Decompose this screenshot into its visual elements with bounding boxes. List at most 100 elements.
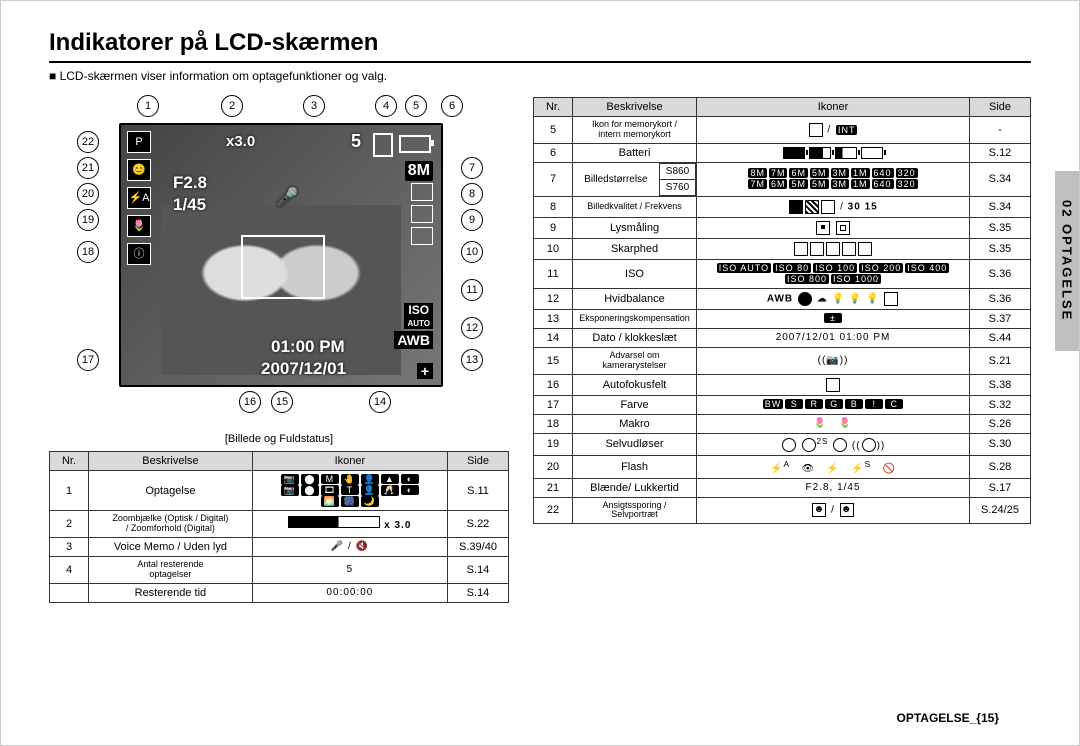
sharpness-icon	[411, 227, 433, 245]
lcd-awb: AWB	[394, 331, 433, 349]
cell-icons: ⚡A 👁 ⚡ ⚡S 🚫	[697, 456, 970, 478]
callout-4: 4	[375, 95, 397, 117]
table-row: 19Selvudløser 2S (())S.30	[534, 433, 1031, 456]
table-row: 8Billedkvalitet / Frekvens / 30 15S.34	[534, 196, 1031, 217]
lcd-screen: P 😊 ⚡A 🌷 ⓘ x3.0 F2.8 1/45 🎤 5 8M	[119, 123, 443, 387]
callout-20: 20	[77, 183, 99, 205]
cell-side: S.24/25	[970, 497, 1031, 524]
cell-desc: Skarphed	[573, 238, 697, 259]
cell-nr: 15	[534, 347, 573, 374]
th-nr: Nr.	[534, 98, 573, 117]
callout-15: 15	[271, 391, 293, 413]
callout-10: 10	[461, 241, 483, 263]
table-row: 12HvidbalanceAWB ☁ 💡 💡 💡 S.36	[534, 288, 1031, 309]
cell-side: S.34	[970, 196, 1031, 217]
table-row: 3Voice Memo / Uden lyd🎤 / 🔇S.39/40	[50, 537, 509, 556]
table-row: 14Dato / klokkeslæt2007/12/01 01:00 PMS.…	[534, 328, 1031, 347]
lcd-right-icon-column	[411, 183, 433, 245]
cell-side: S.12	[970, 143, 1031, 162]
cell-nr: 14	[534, 328, 573, 347]
cell-icons: AWB ☁ 💡 💡 💡	[697, 288, 970, 309]
callout-16: 16	[239, 391, 261, 413]
cell-side: S.21	[970, 347, 1031, 374]
cell-nr: 7	[534, 162, 573, 196]
lcd-size: 8M	[405, 161, 433, 181]
macro-icon: 🌷	[127, 215, 151, 237]
lcd-iso: ISO AUTO	[404, 303, 433, 329]
lcd-iso-top: ISO	[408, 303, 429, 317]
cell-nr: 22	[534, 497, 573, 524]
cell-side: S.17	[970, 478, 1031, 497]
th-desc: Beskrivelse	[89, 452, 253, 471]
section-tab: 02 OPTAGELSE	[1055, 171, 1079, 351]
callout-3: 3	[303, 95, 325, 117]
page-footer: OPTAGELSE_{15}	[897, 711, 999, 725]
cell-desc: Voice Memo / Uden lyd	[89, 537, 253, 556]
callout-6: 6	[441, 95, 463, 117]
table-row: 17FarveBWSRGB!CS.32	[534, 395, 1031, 414]
callout-17: 17	[77, 349, 99, 371]
callout-2: 2	[221, 95, 243, 117]
cell-side: S.28	[970, 456, 1031, 478]
callout-8: 8	[461, 183, 483, 205]
th-nr: Nr.	[50, 452, 89, 471]
cell-side: S.22	[448, 511, 509, 538]
cell-desc: Ikon for memorykort /intern memorykort	[573, 117, 697, 144]
cell-nr: 21	[534, 478, 573, 497]
cell-nr: 5	[534, 117, 573, 144]
cell-side: S.35	[970, 217, 1031, 238]
lcd-exp: +	[417, 363, 433, 379]
callout-22: 22	[77, 131, 99, 153]
cell-icons: 00:00:00	[252, 583, 447, 602]
callout-7: 7	[461, 157, 483, 179]
cell-nr: 9	[534, 217, 573, 238]
cell-side: S.34	[970, 162, 1031, 196]
table-row: 9Lysmåling S.35	[534, 217, 1031, 238]
th-side: Side	[448, 452, 509, 471]
left-table: Nr. Beskrivelse Ikoner Side 1Optagelse📷⬤…	[49, 451, 509, 603]
cell-icons: ☻ / ☻	[697, 497, 970, 524]
cell-desc: Billedkvalitet / Frekvens	[573, 196, 697, 217]
callout-13: 13	[461, 349, 483, 371]
right-column: Nr. Beskrivelse Ikoner Side 5Ikon for me…	[533, 91, 1031, 524]
table-row: 21Blænde/ LukkertidF2.8, 1/45S.17	[534, 478, 1031, 497]
cell-desc: Farve	[573, 395, 697, 414]
cell-nr: 6	[534, 143, 573, 162]
page-title: Indikatorer på LCD-skærmen	[49, 29, 1031, 63]
lcd-iso-bot: AUTO	[407, 319, 430, 328]
th-icons: Ikoner	[697, 98, 970, 117]
callout-21: 21	[77, 157, 99, 179]
cell-side: S.30	[970, 433, 1031, 456]
quality-icon	[411, 183, 433, 201]
cell-desc: Resterende tid	[89, 583, 253, 602]
cell-icons: 8M7M6M5M3M1M6403207M6M5M5M3M1M640320	[697, 162, 970, 196]
cell-desc: Blænde/ Lukkertid	[573, 478, 697, 497]
table-row: 5Ikon for memorykort /intern memorykort …	[534, 117, 1031, 144]
cell-desc: Optagelse	[89, 471, 253, 511]
left-column: P 😊 ⚡A 🌷 ⓘ x3.0 F2.8 1/45 🎤 5 8M	[49, 91, 509, 603]
cell-desc: Antal resterendeoptagelser	[89, 556, 253, 583]
th-icons: Ikoner	[252, 452, 447, 471]
info-icon: ⓘ	[127, 243, 151, 265]
table-row: 10SkarphedS.35	[534, 238, 1031, 259]
table-row: 1Optagelse📷⬤M🤚👤▲◐📷⬤🎞T👤🥂◐🌅🎆🌙S.11	[50, 471, 509, 511]
cell-nr: 3	[50, 537, 89, 556]
callout-1: 1	[137, 95, 159, 117]
lcd-af-frame	[241, 235, 325, 299]
cell-nr: 13	[534, 309, 573, 328]
lcd-diagram: P 😊 ⚡A 🌷 ⓘ x3.0 F2.8 1/45 🎤 5 8M	[49, 91, 509, 431]
lcd-shots: 5	[351, 131, 361, 152]
right-table: Nr. Beskrivelse Ikoner Side 5Ikon for me…	[533, 97, 1031, 524]
lcd-time: 01:00 PM	[271, 337, 345, 357]
cell-nr: 1	[50, 471, 89, 511]
lcd-date: 2007/12/01	[261, 359, 346, 379]
cell-nr	[50, 583, 89, 602]
callout-12: 12	[461, 317, 483, 339]
cell-side: S.44	[970, 328, 1031, 347]
cell-desc: Batteri	[573, 143, 697, 162]
table-row: 4Antal resterendeoptagelser5S.14	[50, 556, 509, 583]
cell-icons: 🎤 / 🔇	[252, 537, 447, 556]
cell-icons	[697, 374, 970, 395]
cell-icons: 5	[252, 556, 447, 583]
cell-icons: BWSRGB!C	[697, 395, 970, 414]
